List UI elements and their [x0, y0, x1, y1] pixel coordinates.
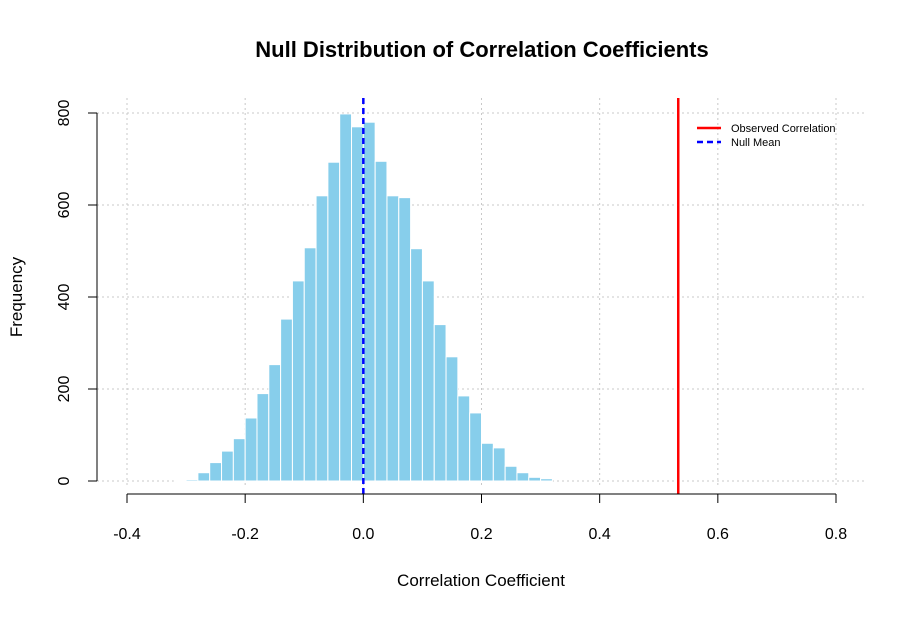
x-tick-label: -0.4: [113, 526, 141, 543]
histogram-bar: [445, 356, 459, 482]
histogram-bar: [315, 195, 329, 482]
histogram-bar: [386, 195, 400, 482]
histogram-bar: [197, 472, 211, 482]
x-tick-label: -0.2: [231, 526, 259, 543]
x-axis: -0.4 -0.2 0.0 0.2 0.4 0.6 0.8: [113, 493, 847, 543]
legend: Observed Correlation Null Mean: [697, 123, 836, 149]
grid-lines: [97, 98, 866, 487]
histogram-bar: [540, 478, 553, 482]
x-axis-label: Correlation Coefficient: [397, 571, 565, 590]
histogram-bar: [504, 465, 518, 482]
histogram-bar: [481, 442, 494, 482]
y-tick-label: 600: [56, 192, 73, 219]
legend-label-observed-correlation: Observed Correlation: [731, 123, 836, 135]
histogram-bars: [173, 113, 553, 482]
y-tick-label: 0: [56, 476, 73, 485]
histogram-bar: [339, 113, 353, 482]
histogram-bar: [457, 395, 471, 482]
histogram-bar: [492, 447, 506, 482]
histogram-bar: [410, 248, 423, 482]
chart-title: Null Distribution of Correlation Coeffic…: [255, 37, 708, 62]
histogram-bar: [433, 324, 447, 482]
histogram-bar: [268, 364, 282, 482]
histogram-bar: [303, 247, 317, 482]
histogram-bar: [469, 412, 482, 482]
y-axis: 0 200 400 600 800: [56, 100, 98, 485]
x-tick-label: 0.8: [825, 526, 847, 543]
x-tick-label: 0.0: [352, 526, 374, 543]
histogram-bar: [421, 280, 435, 482]
histogram-bar: [185, 479, 199, 482]
histogram-bar: [398, 197, 412, 482]
y-tick-label: 400: [56, 284, 73, 311]
histogram-bar: [209, 462, 223, 482]
x-tick-label: 0.6: [707, 526, 729, 543]
histogram-bar: [362, 121, 376, 482]
reference-lines: [362, 98, 680, 494]
histogram-bar: [291, 280, 305, 482]
histogram-bar: [256, 393, 270, 482]
histogram-bar: [221, 450, 234, 482]
legend-label-null-mean: Null Mean: [731, 137, 781, 149]
y-axis-label: Frequency: [7, 256, 26, 337]
histogram-bar: [327, 161, 341, 482]
y-tick-label: 800: [56, 100, 73, 127]
x-tick-label: 0.4: [589, 526, 611, 543]
histogram-bar: [374, 160, 388, 482]
y-tick-label: 200: [56, 376, 73, 403]
histogram-bar: [516, 472, 530, 482]
histogram-bar: [280, 318, 293, 482]
histogram-bar: [528, 476, 542, 482]
histogram-bar: [244, 417, 258, 482]
histogram-bar: [232, 438, 246, 482]
histogram-bar: [351, 126, 364, 482]
x-tick-label: 0.2: [470, 526, 492, 543]
